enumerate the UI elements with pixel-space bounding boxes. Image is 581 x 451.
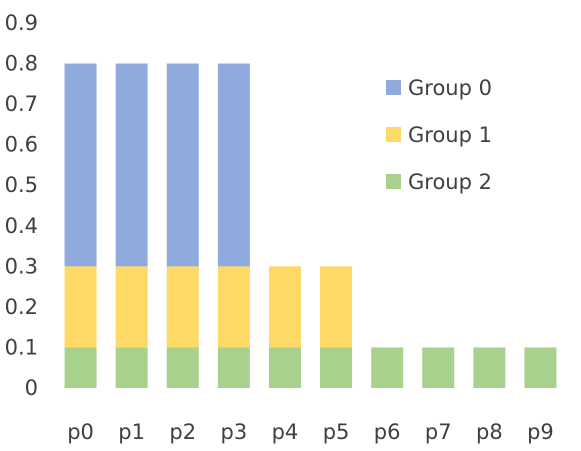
x-tick-label: p0 (67, 420, 94, 444)
bar-group-0-p1 (115, 63, 148, 267)
x-tick-label: p1 (118, 420, 145, 444)
bar-group-2-p0 (64, 347, 97, 388)
x-tick-label: p3 (220, 420, 247, 444)
x-tick-label: p4 (272, 420, 299, 444)
y-tick-label: 0.5 (5, 173, 38, 197)
bar-group-2-p4 (268, 347, 301, 388)
bars (64, 63, 557, 388)
legend: Group 0 Group 1 Group 2 (386, 76, 492, 194)
bar-group-2-p2 (166, 347, 199, 388)
legend-label: Group 1 (408, 123, 492, 147)
bar-group-2-p8 (473, 347, 506, 388)
bar-group-1-p3 (217, 266, 250, 348)
x-tick-label: p6 (374, 420, 401, 444)
y-tick-label: 0.9 (5, 11, 38, 35)
legend-label: Group 0 (408, 76, 492, 100)
bar-group-1-p5 (320, 266, 353, 348)
x-tick-label: p8 (476, 420, 503, 444)
bar-group-1-p1 (115, 266, 148, 348)
y-tick-label: 0.2 (5, 295, 38, 319)
y-tick-label: 0.1 (5, 335, 38, 359)
legend-swatch-group-2 (386, 174, 401, 189)
bar-group-1-p2 (166, 266, 199, 348)
bar-group-1-p4 (268, 266, 301, 348)
y-axis: 0 0.1 0.2 0.3 0.4 0.5 0.6 0.7 0.8 0.9 (5, 11, 38, 400)
x-tick-label: p5 (323, 420, 350, 444)
bar-group-2-p3 (217, 347, 250, 388)
bar-group-0-p0 (64, 63, 97, 267)
legend-label: Group 2 (408, 170, 492, 194)
y-tick-label: 0 (25, 376, 38, 400)
y-tick-label: 0.4 (5, 214, 38, 238)
y-tick-label: 0.3 (5, 254, 38, 278)
bar-group-2-p5 (320, 347, 353, 388)
bar-group-2-p6 (371, 347, 404, 388)
x-tick-label: p7 (425, 420, 452, 444)
bar-group-2-p7 (422, 347, 455, 388)
x-tick-label: p9 (527, 420, 554, 444)
bar-group-0-p3 (217, 63, 250, 267)
bar-group-1-p0 (64, 266, 97, 348)
y-tick-label: 0.8 (5, 52, 38, 76)
x-axis: p0 p1 p2 p3 p4 p5 p6 p7 p8 p9 (67, 420, 554, 444)
x-tick-label: p2 (169, 420, 196, 444)
bar-group-2-p9 (524, 347, 557, 388)
bar-group-0-p2 (166, 63, 199, 267)
y-tick-label: 0.6 (5, 133, 38, 157)
bar-group-2-p1 (115, 347, 148, 388)
legend-swatch-group-0 (386, 80, 401, 95)
y-tick-label: 0.7 (5, 92, 38, 116)
legend-swatch-group-1 (386, 127, 401, 142)
